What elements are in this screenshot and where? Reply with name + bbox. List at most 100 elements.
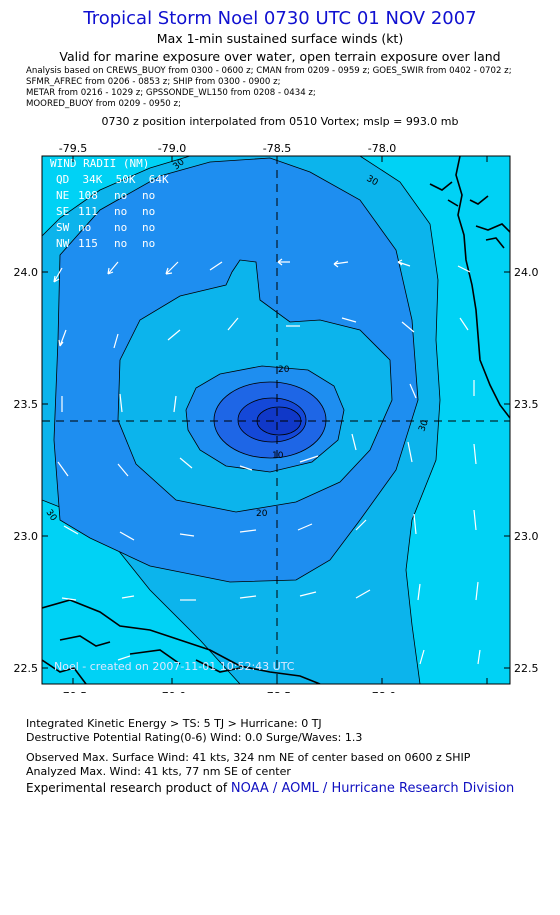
wind-arrow [459, 317, 469, 331]
lat-tick-left: 23.0 [14, 530, 39, 543]
wind-map: 30 30 20 10 20 30 30 WIND RADII (NM) QD … [14, 142, 539, 693]
wind-arrow [477, 649, 481, 665]
lon-tick-bottom: -78.5 [263, 690, 291, 693]
lon-ticks-top [72, 156, 488, 162]
radii-64k: no [142, 237, 155, 250]
lat-ticks-left [42, 271, 48, 669]
radii-50k: no [114, 189, 127, 202]
lon-tick-bottom: -78.0 [368, 690, 396, 693]
wind-arrow [239, 529, 257, 533]
wind-arrow [297, 523, 313, 531]
wind-arrow [173, 395, 177, 413]
radii-quadrant: SW [56, 221, 70, 234]
wind-arrow [473, 443, 477, 465]
wind-arrow [117, 463, 129, 477]
destructive-potential-line: Destructive Potential Rating(0-6) Wind: … [26, 731, 363, 744]
wind-arrow [397, 259, 411, 267]
lon-tick-bottom: -79.0 [158, 690, 186, 693]
wind-arrow [409, 383, 417, 399]
radii-64k: no [142, 205, 155, 218]
wind-arrow [413, 513, 417, 535]
coast-ne-inlet [429, 181, 459, 207]
radii-quadrant: NW [56, 237, 70, 250]
wind-radii-row: SE 111 no no [56, 205, 155, 218]
ike-line: Integrated Kinetic Energy > TS: 5 TJ > H… [26, 717, 322, 730]
analysis-line: Analysis based on CREWS_BUOY from 0300 -… [26, 66, 512, 76]
lon-tick-bottom: -79.5 [59, 690, 87, 693]
radii-50k: no [114, 237, 127, 250]
wind-arrow [209, 261, 223, 271]
lon-tick-top: -78.5 [263, 142, 291, 155]
plot-area: 30 30 20 10 20 30 30 WIND RADII (NM) QD … [42, 156, 510, 684]
wind-arrow [355, 589, 371, 599]
wind-arrow [457, 265, 471, 273]
lat-tick-right: 23.0 [514, 530, 539, 543]
lon-ticks-bottom [72, 678, 488, 684]
contour-label: 10 [272, 451, 284, 461]
lat-ticks-right [504, 271, 510, 669]
coast-south-keys [59, 635, 241, 673]
wind-radii-columns: QD 34K 50K 64K [56, 173, 169, 186]
coast-islands-ne [469, 195, 510, 249]
axis-labels: -79.5 -79.0 -78.5 -78.0 -79.5 -79.0 -78.… [14, 142, 539, 693]
wind-radii-row: SW no no no [56, 221, 155, 234]
wind-arrow [239, 465, 253, 471]
wind-arrow [113, 333, 119, 349]
lon-tick-top: -79.0 [158, 142, 186, 155]
wind-radii-table: WIND RADII (NM) QD 34K 50K 64K NE 108 no… [50, 157, 169, 250]
position-note: 0730 z position interpolated from 0510 V… [101, 115, 459, 128]
observed-max-wind-line: Observed Max. Surface Wind: 41 kts, 324 … [26, 751, 471, 764]
wind-arrow [117, 655, 131, 661]
chart-subtitle: Max 1-min sustained surface winds (kt) [156, 31, 404, 46]
radii-34k: no [78, 221, 91, 234]
wind-arrow [107, 261, 119, 275]
wind-arrow [119, 531, 135, 541]
wind-arrow [179, 533, 195, 537]
wind-arrow [61, 597, 77, 601]
noaa-link[interactable]: NOAA / AOML / Hurricane Research Divisio… [230, 781, 515, 796]
wind-arrow [57, 461, 69, 477]
wind-arrow [179, 457, 193, 469]
wind-arrow [227, 317, 239, 331]
wind-vectors [53, 258, 481, 665]
analysis-sources: Analysis based on CREWS_BUOY from 0300 -… [26, 66, 512, 110]
analysis-line: METAR from 0216 - 1029 z; GPSSONDE_WL150… [26, 88, 316, 98]
lon-tick-top: -78.0 [368, 142, 396, 155]
wind-arrow [341, 317, 357, 323]
wind-radii-header: WIND RADII (NM) [50, 157, 149, 170]
plot-frame [41, 155, 511, 685]
credit-prefix: Experimental research product of [26, 781, 231, 795]
wind-arrow [401, 321, 415, 333]
creation-stamp: Noel - created on 2007-11-01 10:52:43 UT… [54, 660, 295, 673]
wind-arrow [239, 595, 257, 599]
radii-50k: no [114, 221, 127, 234]
wind-radii-row: NE 108 no no [56, 189, 155, 202]
chart-title: Tropical Storm Noel 0730 UTC 01 NOV 2007 [83, 8, 477, 29]
wind-arrow [355, 519, 367, 531]
validity-note: Valid for marine exposure over water, op… [59, 49, 501, 64]
lat-tick-right: 24.0 [514, 266, 539, 279]
wind-arrow [121, 595, 135, 599]
credit-line: Experimental research product of NOAA / … [26, 781, 514, 796]
wind-arrow [119, 393, 123, 413]
wind-arrow [419, 649, 425, 665]
contour-label: 20 [256, 509, 268, 519]
wind-arrow [473, 509, 477, 531]
lat-tick-right: 23.5 [514, 398, 539, 411]
wind-arrow [299, 591, 317, 597]
radii-34k: 108 [78, 189, 98, 202]
lat-tick-right: 22.5 [514, 662, 539, 675]
lat-tick-left: 22.5 [14, 662, 39, 675]
wind-arrow [417, 583, 421, 601]
wind-radii-row: NW 115 no no [56, 237, 155, 250]
wind-arrow [299, 455, 319, 463]
radii-34k: 115 [78, 237, 98, 250]
wind-arrow [53, 267, 63, 283]
wind-arrow [63, 525, 79, 535]
coast-cuba [42, 599, 321, 684]
coast-sw-island [42, 659, 87, 684]
radii-50k: no [114, 205, 127, 218]
radii-64k: no [142, 221, 155, 234]
ticks [42, 156, 510, 684]
lat-tick-left: 24.0 [14, 266, 39, 279]
